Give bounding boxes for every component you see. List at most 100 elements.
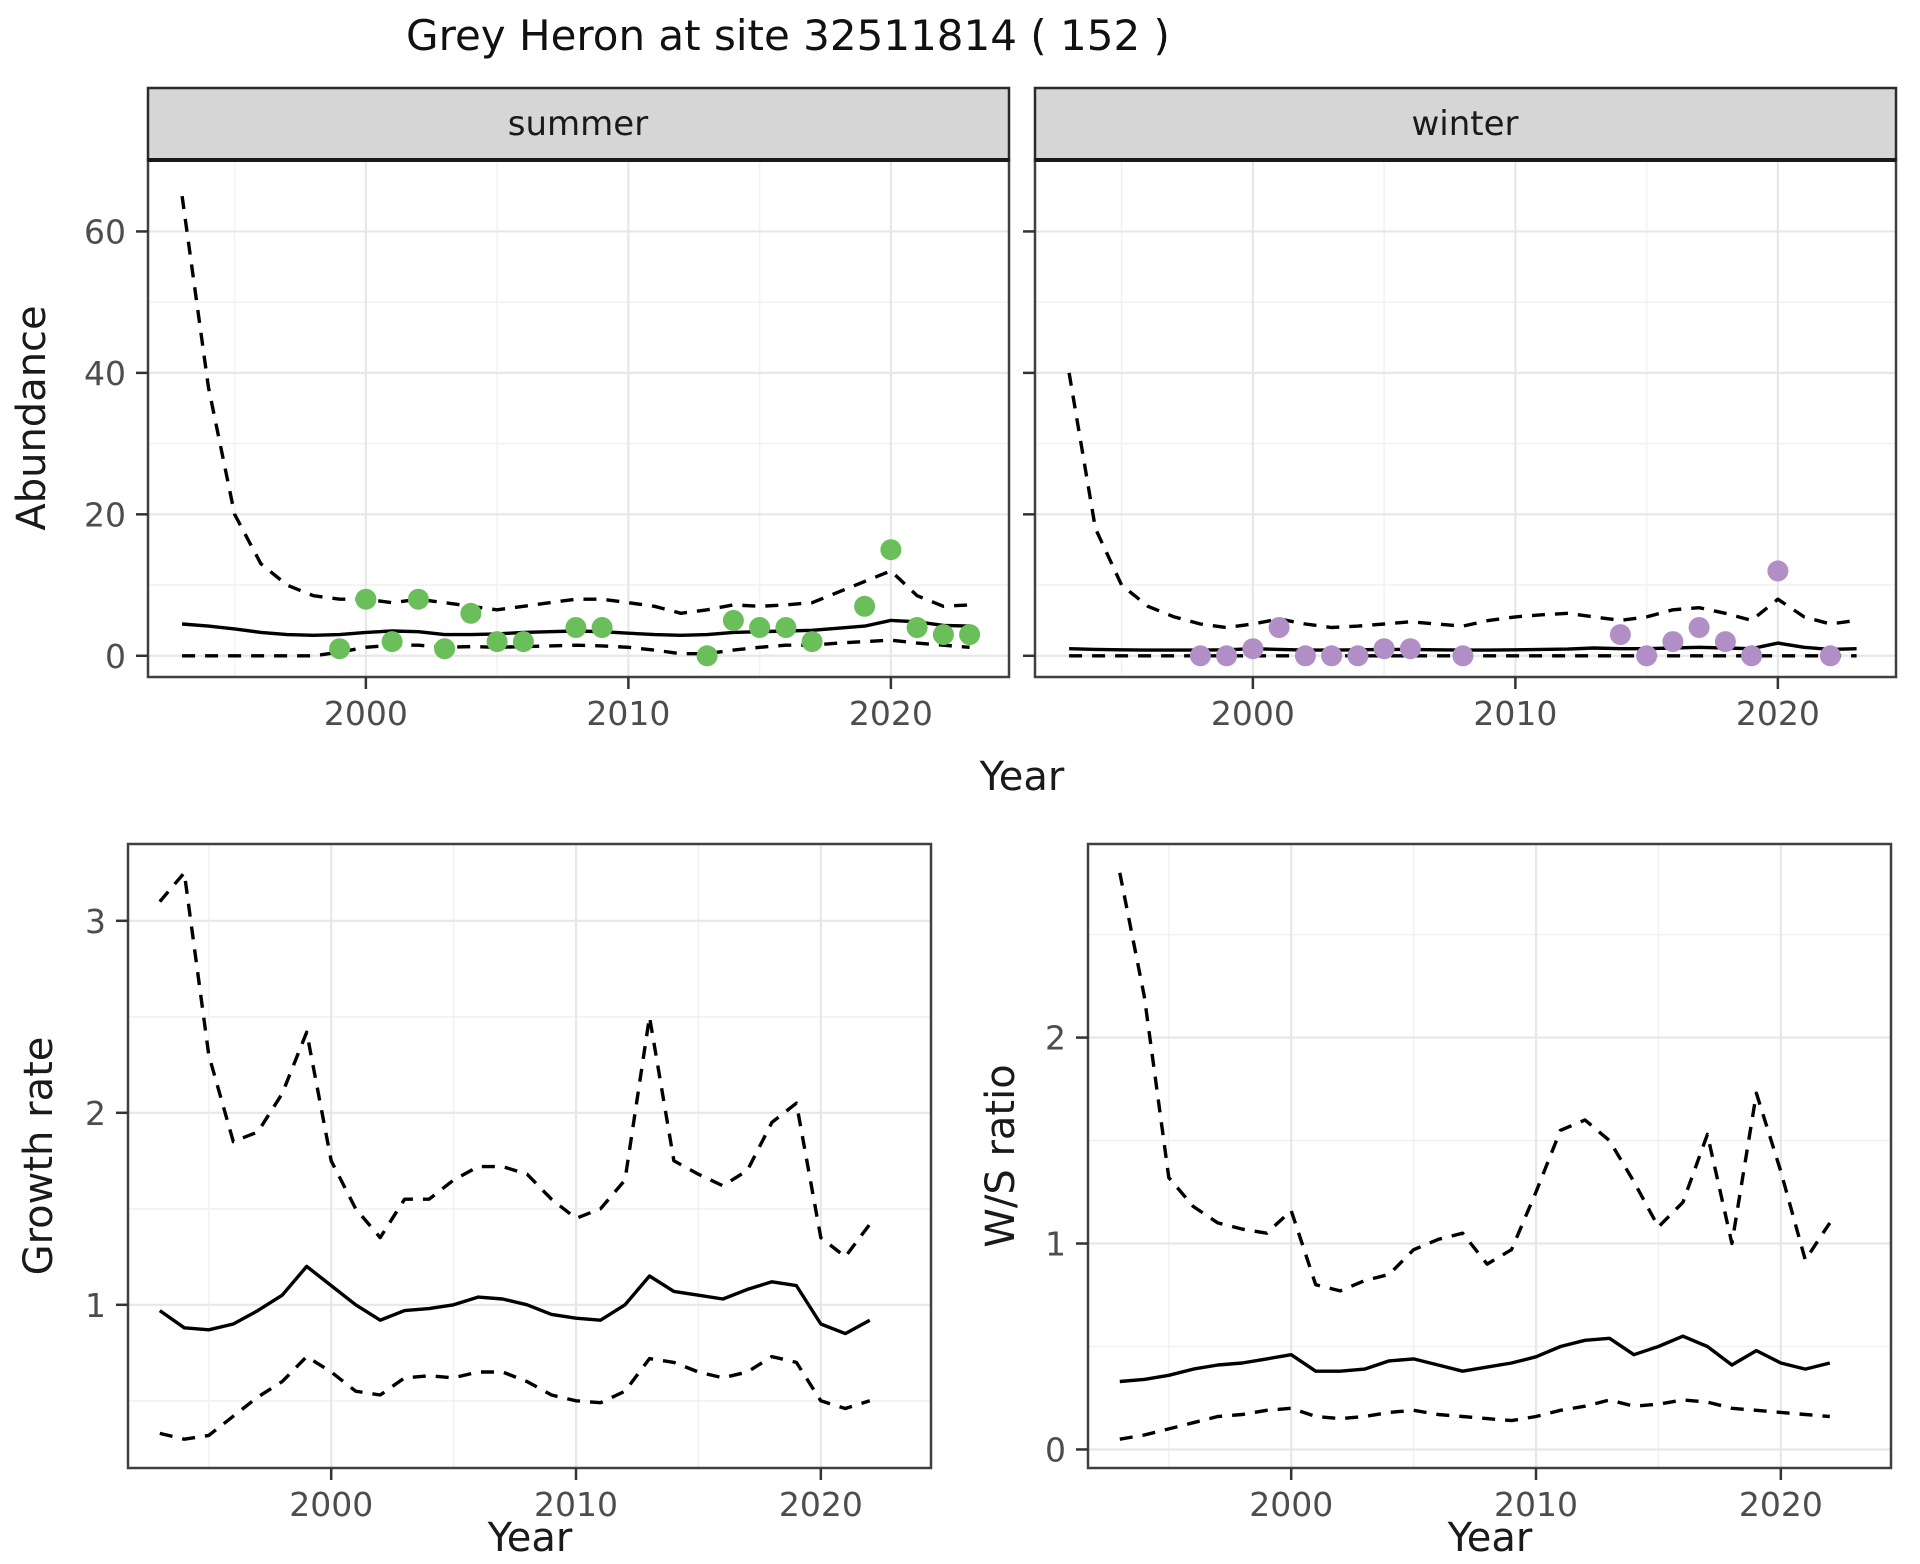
panel-background	[148, 160, 1009, 677]
year-axis-title-bottom-left: Year	[487, 1515, 573, 1560]
x-tick-label: 2000	[1249, 1485, 1333, 1524]
data-point	[1242, 638, 1264, 660]
panel-abundance_winter: 2000 2010 2020	[1023, 86, 1898, 733]
data-point	[355, 588, 377, 610]
y-tick-label: 3	[85, 902, 106, 941]
x-tick-label: 2000	[289, 1485, 373, 1524]
data-point	[1609, 624, 1631, 646]
growth_rate-median-line	[158, 1264, 871, 1336]
y-tick-label: 0	[105, 637, 126, 676]
data-point	[329, 638, 351, 660]
data-point	[1294, 645, 1316, 667]
axis-ticks: 2000 2010 2020 0 1 2	[1045, 1019, 1823, 1524]
gridlines	[128, 844, 931, 1468]
ws_ratio-median-line	[1119, 1334, 1831, 1384]
data-point	[1216, 645, 1238, 667]
facet-strip-summer	[146, 86, 1011, 162]
data-point	[932, 624, 954, 646]
x-tick-label: 2010	[1473, 694, 1557, 733]
data-point	[880, 539, 902, 561]
panel-border	[126, 842, 933, 1470]
data-point	[906, 617, 928, 638]
y-tick-label: 60	[84, 212, 126, 251]
data-point	[1321, 645, 1343, 667]
abundance_summer-lower_ci-line	[182, 638, 970, 658]
abundance_winter-upper_ci-line	[1067, 372, 1857, 630]
data-point	[565, 617, 587, 638]
panel-border	[1086, 842, 1893, 1470]
data-point	[801, 631, 823, 653]
year-axis-title-top: Year	[979, 754, 1065, 800]
ws-ratio-axis-title: W/S ratio	[978, 1064, 1024, 1247]
y-tick-label: 2	[85, 1094, 106, 1133]
ws_ratio-lower_ci-line	[1119, 1398, 1830, 1441]
axis-ticks: 2000 2010 2020 0 20 40 60	[84, 212, 933, 733]
data-point	[1268, 617, 1290, 638]
data-point	[1189, 645, 1211, 667]
data-point	[1399, 638, 1421, 660]
ws_ratio-upper_ci-line	[1118, 872, 1832, 1293]
facet-strip-label-summer: summer	[508, 104, 648, 144]
facet-strip-winter	[1033, 86, 1898, 162]
data-point	[1741, 645, 1763, 667]
x-tick-label: 2010	[1494, 1485, 1578, 1524]
growth-rate-axis-title: Growth rate	[16, 1037, 62, 1276]
data-point	[460, 602, 482, 624]
data-point	[1767, 560, 1789, 582]
panel-growth_rate: 2000 2010 2020 1 2 3	[85, 842, 933, 1524]
panel-background	[1088, 844, 1891, 1468]
axis-ticks: 2000 2010 2020	[1023, 230, 1820, 733]
data-point	[959, 624, 981, 646]
data-point	[434, 638, 456, 660]
data-point	[512, 631, 534, 653]
plot-title: Grey Heron at site 32511814 ( 152 )	[406, 11, 1170, 60]
y-tick-label: 40	[84, 354, 126, 393]
data-point	[1347, 645, 1369, 667]
data-point	[1688, 617, 1710, 638]
data-point	[775, 617, 797, 638]
data-point	[722, 609, 744, 631]
y-tick-label: 2	[1045, 1019, 1066, 1058]
panel-abundance_summer: 2000 2010 2020 0 20 40 60	[84, 86, 1011, 733]
year-axis-title-bottom-right: Year	[1447, 1515, 1533, 1560]
x-tick-label: 2010	[534, 1485, 618, 1524]
data-point	[381, 631, 403, 653]
x-tick-label: 2010	[586, 694, 670, 733]
growth_rate-lower_ci-line	[159, 1354, 871, 1441]
gridlines	[1035, 160, 1896, 677]
series-lines	[1118, 872, 1832, 1441]
data-point	[854, 595, 876, 617]
panel-ws_ratio: 2000 2010 2020 0 1 2	[1045, 842, 1893, 1524]
x-tick-label: 2000	[1211, 694, 1295, 733]
data-point	[486, 631, 508, 653]
x-tick-label: 2020	[779, 1485, 863, 1524]
data-point	[1373, 638, 1395, 660]
x-tick-label: 2020	[1739, 1485, 1823, 1524]
y-tick-label: 20	[84, 495, 126, 534]
series-lines	[158, 871, 872, 1441]
y-tick-label: 1	[85, 1286, 106, 1325]
x-tick-label: 2020	[1736, 694, 1820, 733]
abundance_winter-points	[1189, 560, 1841, 667]
abundance_summer-points	[329, 539, 981, 667]
data-point	[1452, 645, 1474, 667]
x-tick-label: 2000	[324, 694, 408, 733]
axis-ticks: 2000 2010 2020 1 2 3	[85, 902, 863, 1524]
panel-background	[128, 844, 931, 1468]
panel-background	[1035, 160, 1896, 677]
y-tick-label: 1	[1045, 1225, 1066, 1264]
y-tick-label: 0	[1045, 1430, 1066, 1469]
gridlines	[1088, 844, 1891, 1468]
gridlines	[148, 160, 1009, 677]
data-point	[407, 588, 429, 610]
data-point	[1662, 631, 1684, 653]
data-point	[1819, 645, 1841, 667]
x-tick-label: 2020	[849, 694, 933, 733]
data-point	[1636, 645, 1658, 667]
abundance_summer-upper_ci-line	[180, 195, 970, 615]
data-point	[696, 645, 718, 667]
data-point	[749, 617, 771, 638]
